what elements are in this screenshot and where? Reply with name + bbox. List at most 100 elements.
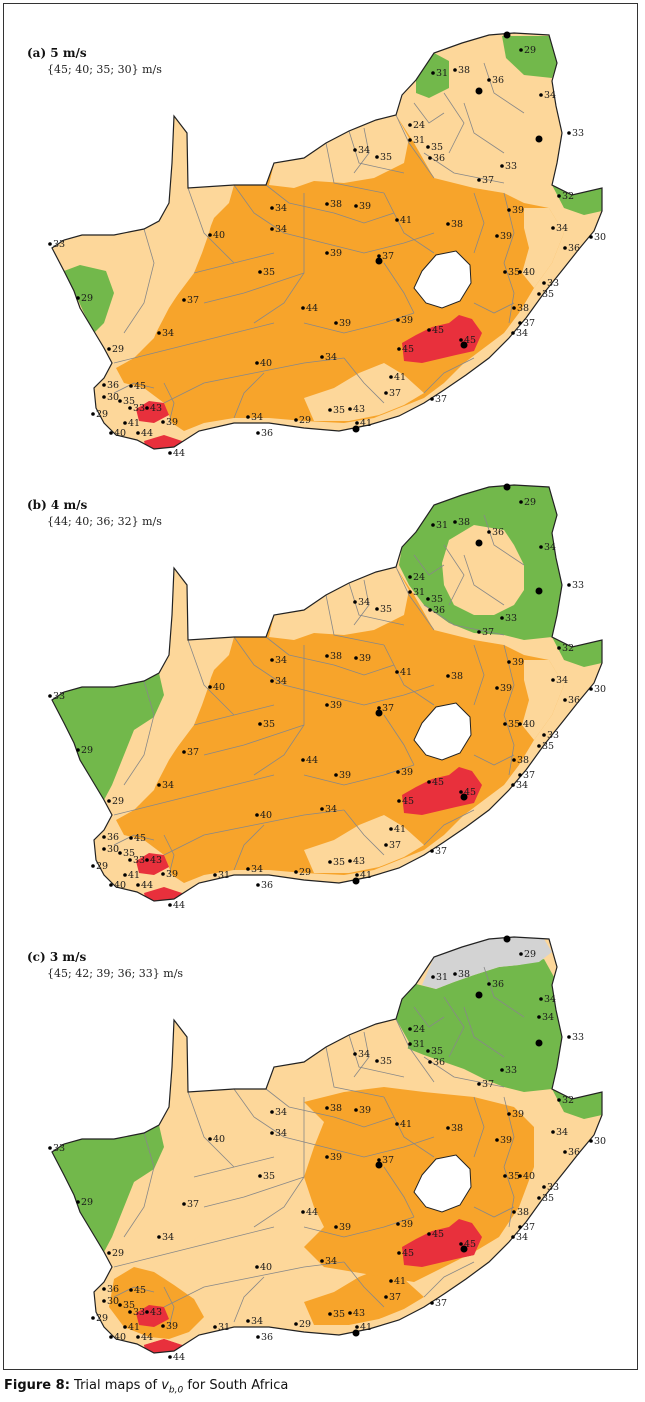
district-border: [443, 92, 465, 154]
station-label: 35: [431, 1046, 443, 1057]
station-label: 39: [512, 205, 524, 216]
station-label: 33: [572, 128, 584, 139]
station-point: [377, 254, 381, 258]
station-point: [384, 1295, 388, 1299]
station-point: [353, 600, 357, 604]
station-point: [118, 399, 122, 403]
map-panel-c: 29 31 38 36 34 34 33 24 31 35 36 34 35 33 37 32 34 30 36 39…: [4, 907, 638, 1363]
station-label: 43: [150, 1307, 162, 1318]
district-border: [423, 152, 505, 184]
station-label: 37: [482, 175, 494, 186]
district-border: [187, 187, 235, 264]
station-point: [91, 864, 95, 868]
station-point: [294, 870, 298, 874]
station-point: [109, 883, 113, 887]
district-border: [163, 1286, 175, 1328]
station-point: [396, 318, 400, 322]
station-point: [395, 1122, 399, 1126]
station-label: 39: [166, 869, 178, 880]
lesotho: [413, 1154, 472, 1213]
station-point: [246, 1319, 250, 1323]
station-label: 39: [500, 1135, 512, 1146]
station-label: 29: [299, 415, 311, 426]
station-label: 33: [133, 403, 145, 414]
district-border: [163, 1261, 345, 1308]
station-label: 41: [128, 870, 140, 881]
station-label: 35: [542, 289, 554, 300]
station-point: [431, 523, 435, 527]
station-label: 39: [166, 1321, 178, 1332]
district-border: [193, 1156, 275, 1178]
station-label: 29: [81, 745, 93, 756]
station-label: 45: [464, 787, 476, 798]
region-n-light-orange: [442, 525, 524, 615]
region-upper-light-orange: [269, 1019, 409, 1092]
station-point: [567, 1035, 571, 1039]
station-label: 35: [123, 848, 135, 859]
station-point: [208, 233, 212, 237]
station-label: 34: [516, 328, 528, 339]
station-label: 37: [523, 318, 535, 329]
station-point: [537, 1015, 541, 1019]
city-point: [475, 87, 483, 95]
station-label: 29: [112, 344, 124, 355]
station-label: 35: [263, 1171, 275, 1182]
station-point: [354, 1108, 358, 1112]
station-point: [246, 867, 250, 871]
district-border: [323, 1136, 435, 1158]
station-label: 33: [133, 855, 145, 866]
station-label: 44: [173, 900, 185, 911]
station-point: [589, 687, 593, 691]
station-point: [182, 1202, 186, 1206]
station-point: [258, 722, 262, 726]
district-border: [348, 582, 405, 626]
district-border: [443, 544, 465, 606]
station-label: 31: [413, 135, 425, 146]
station-label: 41: [360, 418, 372, 429]
station-point: [354, 656, 358, 660]
station-point: [563, 1150, 567, 1154]
station-point: [136, 1335, 140, 1339]
station-label: 38: [451, 219, 463, 230]
district-border: [193, 252, 275, 274]
district-border: [443, 996, 465, 1058]
station-label: 34: [544, 542, 556, 553]
station-point: [487, 78, 491, 82]
station-point: [557, 646, 561, 650]
station-label: 40: [213, 682, 225, 693]
station-label: 41: [360, 870, 372, 881]
station-label: 45: [464, 1239, 476, 1250]
district-border: [187, 639, 235, 716]
station-point: [256, 883, 260, 887]
station-point: [408, 1027, 412, 1031]
region-kzn-green: [552, 637, 602, 667]
station-label: 39: [500, 683, 512, 694]
station-label: 33: [547, 730, 559, 741]
station-point: [589, 1139, 593, 1143]
district-border: [473, 754, 515, 766]
station-point: [270, 227, 274, 231]
station-label: 29: [81, 293, 93, 304]
station-point: [325, 654, 329, 658]
district-border: [353, 127, 370, 174]
station-point: [118, 851, 122, 855]
station-point: [427, 1232, 431, 1236]
caption-subscript: b,0: [168, 1385, 184, 1396]
station-label: 36: [492, 527, 504, 538]
station-point: [511, 1235, 515, 1239]
station-label: 37: [382, 1155, 394, 1166]
station-label: 41: [394, 372, 406, 383]
station-label: 34: [325, 352, 337, 363]
station-point: [123, 421, 127, 425]
station-label: 32: [562, 643, 574, 654]
station-point: [348, 1311, 352, 1315]
station-label: 38: [451, 671, 463, 682]
region-nw-light-orange: [112, 1020, 234, 1267]
caption-text-suffix: for South Africa: [183, 1378, 289, 1393]
district-border: [483, 62, 525, 114]
station-label: 35: [333, 405, 345, 416]
station-label: 39: [330, 1152, 342, 1163]
station-point: [301, 1210, 305, 1214]
station-point: [91, 1316, 95, 1320]
station-point: [487, 530, 491, 534]
